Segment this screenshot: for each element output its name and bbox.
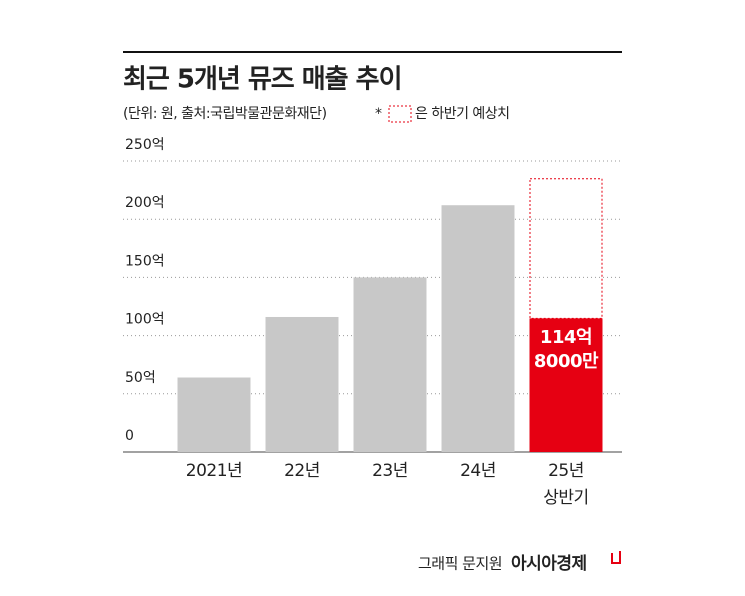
legend-marker: * — [375, 106, 382, 122]
x-tick-label: 24년 — [460, 461, 496, 481]
legend-label: 은 하반기 예상치 — [415, 106, 510, 122]
y-tick-label: 100억 — [125, 312, 165, 328]
x-tick-label: 2021년 — [185, 461, 243, 481]
y-tick-label: 150억 — [125, 253, 165, 269]
bar — [177, 377, 251, 452]
projected-bar — [529, 178, 603, 319]
bar — [529, 318, 603, 452]
x-tick-label: 22년 — [284, 461, 320, 481]
bar — [441, 205, 515, 452]
bar — [265, 316, 339, 452]
x-tick-label: 23년 — [372, 461, 408, 481]
brand: 아시아경제 — [511, 554, 587, 574]
bar — [353, 277, 427, 452]
x-tick-label: 25년 상반기 — [543, 461, 589, 508]
y-tick-label: 200억 — [125, 195, 165, 211]
legend-swatch — [388, 105, 412, 123]
value-label: 114억 8000만 — [533, 327, 599, 373]
y-tick-label: 250억 — [125, 137, 165, 153]
credit: 그래픽 문지원 — [418, 555, 502, 573]
chart-subtitle: (단위: 원, 출처:국립박물관문화재단) — [123, 106, 327, 122]
chart-title: 최근 5개년 뮤즈 매출 추이 — [123, 65, 402, 95]
brand-mark — [611, 551, 621, 564]
y-tick-label: 50억 — [125, 370, 156, 386]
y-tick-label: 0 — [125, 428, 134, 444]
